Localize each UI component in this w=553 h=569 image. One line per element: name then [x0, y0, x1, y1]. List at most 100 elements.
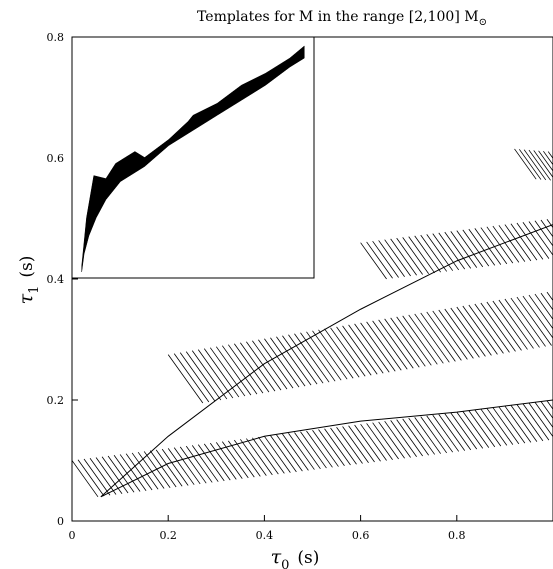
x-tick-label: 0 — [69, 529, 76, 542]
inset-template-region — [81, 45, 305, 273]
band-hatch-line — [83, 458, 111, 496]
band-hatch-line — [516, 404, 544, 442]
band-hatch-line — [240, 439, 267, 476]
band-hatch-line — [312, 430, 339, 467]
band-hatch-line — [264, 338, 300, 388]
y-axis-label-subscript: 1 — [27, 286, 42, 294]
band-hatch-line — [426, 311, 462, 361]
band-hatch-line — [504, 224, 532, 262]
band-hatch-line — [534, 293, 553, 320]
band-hatch-line — [221, 441, 249, 479]
band-hatch-line — [143, 451, 171, 488]
band-hatch-line — [492, 407, 520, 445]
inset-chart — [71, 36, 315, 279]
band-hatch-line — [215, 346, 252, 396]
band-hatch-line — [450, 412, 478, 450]
band-hatch-line — [342, 426, 369, 464]
band-hatch-line — [533, 150, 553, 179]
band-hatch-line — [173, 353, 210, 403]
band-hatch-line — [462, 411, 490, 448]
band-hatch-line — [330, 327, 366, 377]
band-hatch-line — [384, 420, 411, 458]
band-hatch-line — [252, 437, 279, 475]
band-hatch-line — [498, 406, 526, 444]
band-hatch-line — [294, 432, 321, 470]
band-hatch-line — [330, 427, 357, 465]
band-hatch-line — [161, 448, 189, 486]
band-hatch-line — [396, 419, 423, 457]
band-hatch-line — [462, 229, 490, 267]
band-hatch-line — [408, 417, 435, 455]
band-hatch-line — [468, 228, 496, 266]
band-hatch-line — [540, 219, 553, 238]
band-hatch-line — [360, 322, 396, 372]
band-hatch-line — [354, 323, 390, 373]
band-hatch-line — [125, 453, 153, 491]
band-hatch-line — [420, 312, 456, 362]
band-hatch-line — [456, 306, 492, 356]
band-hatch-line — [438, 232, 466, 270]
y-axis: 0 0.2 0.4 0.6 0.8 — [47, 31, 78, 528]
band-hatch-line — [173, 447, 201, 485]
band-hatch-line — [480, 408, 508, 446]
template-band — [72, 400, 553, 498]
band-hatch-line — [246, 341, 282, 391]
x-tick-label: 0.4 — [256, 529, 274, 542]
band-hatch-line — [270, 337, 306, 387]
band-hatch-line — [384, 239, 411, 277]
band-hatch-line — [300, 431, 327, 469]
band-hatch-line — [131, 452, 159, 490]
band-hatch-line — [276, 434, 303, 472]
band-hatch-line — [282, 335, 318, 385]
band-hatch-line — [318, 429, 345, 467]
band-hatch-line — [408, 236, 435, 274]
band-hatch-line — [167, 354, 204, 404]
band-hatch-line — [516, 222, 544, 260]
band-hatch-line — [203, 348, 240, 398]
template-band — [360, 218, 553, 280]
y-tick-label: 0.6 — [47, 152, 65, 165]
band-hatch-line — [197, 444, 225, 482]
band-hatch-line — [468, 304, 504, 354]
band-hatch-line — [215, 442, 243, 479]
band-hatch-line — [402, 315, 438, 365]
band-hatch-line — [227, 440, 255, 478]
band-hatch-line — [528, 402, 553, 438]
band-hatch-line — [378, 240, 405, 277]
band-hatch-line — [528, 221, 553, 256]
band-hatch-line — [72, 460, 99, 498]
band-hatch-line — [288, 334, 324, 384]
band-hatch-line — [270, 435, 297, 473]
y-axis-label-symbol: τ — [15, 293, 37, 304]
band-hatch-line — [456, 411, 484, 449]
band-hatch-line — [396, 237, 423, 275]
band-hatch-line — [438, 309, 474, 359]
band-hatch-line — [540, 292, 553, 311]
band-hatch-line — [354, 424, 381, 462]
y-axis-label: τ1 (s) — [15, 256, 42, 305]
band-hatch-line — [432, 414, 460, 452]
band-hatch-line — [444, 413, 472, 451]
band-hatch-line — [276, 336, 312, 386]
x-tick-label: 0.2 — [159, 529, 177, 542]
band-hatch-line — [372, 422, 399, 460]
band-hatch-line — [534, 402, 553, 429]
band-hatch-line — [480, 227, 508, 265]
band-hatch-line — [107, 455, 135, 493]
band-hatch-line — [504, 298, 540, 348]
band-hatch-line — [450, 231, 478, 268]
band-hatch-line — [534, 220, 553, 247]
chart-title-text: Templates for M in the range [2,100] M — [197, 9, 479, 25]
band-hatch-line — [282, 433, 309, 471]
band-hatch-line — [360, 242, 387, 280]
band-hatch-line — [234, 343, 270, 393]
band-hatch-line — [543, 150, 553, 166]
band-hatch-line — [498, 225, 526, 262]
band-hatch-line — [366, 423, 393, 460]
band-hatch-line — [519, 149, 542, 180]
band-hatch-line — [402, 418, 429, 456]
band-hatch-line — [324, 428, 351, 466]
band-hatch-line — [522, 222, 550, 259]
band-hatch-line — [378, 319, 414, 369]
